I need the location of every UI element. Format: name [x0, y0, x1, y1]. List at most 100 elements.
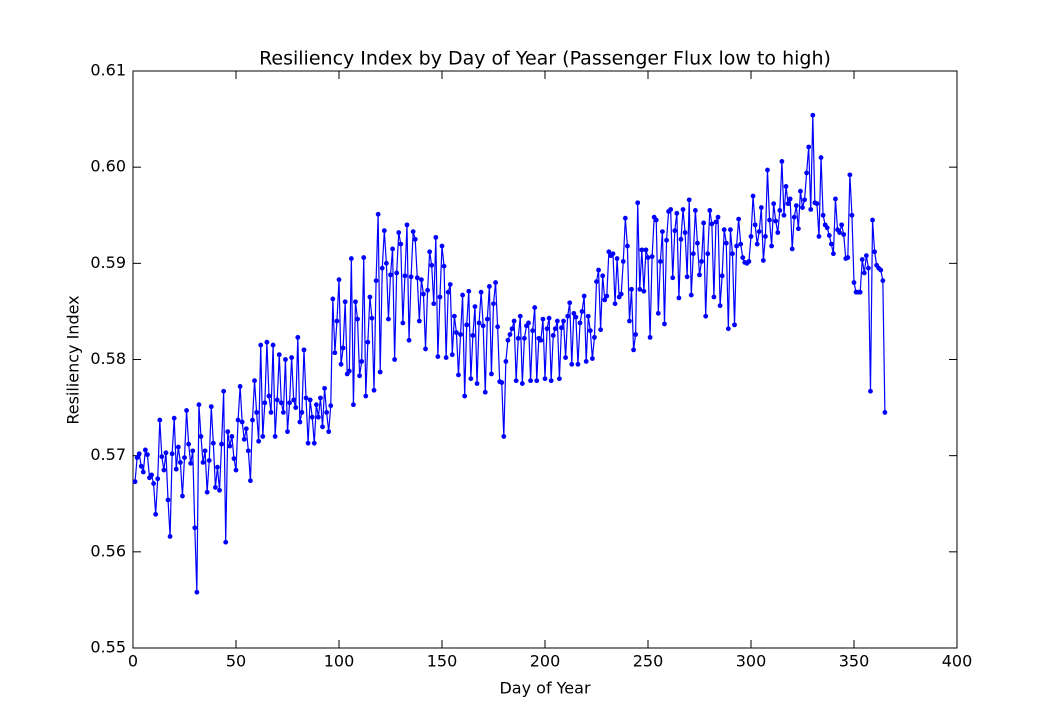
- data-point: [544, 326, 550, 332]
- data-point: [711, 294, 717, 300]
- data-point: [734, 243, 739, 249]
- data-point: [184, 408, 189, 413]
- data-point: [777, 208, 783, 213]
- data-point: [622, 215, 628, 221]
- data-point: [293, 405, 299, 410]
- data-point: [266, 393, 272, 399]
- data-point: [414, 275, 420, 281]
- data-point: [557, 376, 562, 382]
- data-point: [132, 479, 138, 485]
- data-point: [200, 459, 206, 465]
- data-point: [631, 347, 636, 353]
- data-point: [868, 388, 873, 394]
- data-point: [732, 322, 737, 328]
- data-point: [241, 436, 247, 442]
- data-point: [313, 402, 319, 408]
- data-point: [575, 361, 581, 367]
- data-point: [373, 278, 379, 284]
- data-point: [231, 456, 237, 461]
- data-point: [225, 429, 231, 435]
- data-point: [371, 387, 377, 393]
- data-point: [647, 334, 653, 340]
- data-point: [227, 443, 233, 449]
- data-point: [637, 286, 643, 292]
- data-point: [589, 356, 595, 361]
- data-point: [618, 291, 624, 297]
- data-point: [748, 234, 754, 239]
- data-point: [367, 294, 373, 300]
- data-point: [664, 237, 669, 243]
- data-point: [470, 333, 476, 338]
- data-point: [670, 275, 676, 281]
- data-point: [219, 441, 224, 447]
- data-point: [161, 467, 167, 473]
- data-point: [270, 342, 276, 348]
- x-tick-label: 400: [942, 652, 973, 671]
- data-point: [660, 229, 665, 234]
- data-point: [859, 257, 865, 262]
- data-point: [719, 273, 725, 279]
- data-point: [668, 207, 674, 212]
- data-point: [818, 155, 824, 160]
- data-point: [645, 255, 651, 260]
- data-point: [404, 222, 410, 228]
- data-point: [454, 330, 459, 335]
- data-point: [421, 291, 426, 297]
- data-point: [338, 361, 344, 367]
- data-point: [763, 234, 768, 239]
- data-point: [392, 357, 398, 362]
- data-point: [386, 316, 391, 322]
- data-point: [639, 247, 645, 253]
- data-point: [134, 455, 140, 460]
- data-point: [563, 355, 568, 360]
- data-point: [177, 459, 183, 465]
- data-point: [612, 301, 618, 307]
- data-point: [538, 337, 544, 343]
- data-point: [802, 197, 807, 203]
- data-point: [142, 447, 148, 453]
- data-point: [283, 357, 288, 362]
- data-point: [851, 280, 857, 285]
- data-point: [503, 359, 509, 364]
- data-point: [519, 381, 525, 386]
- y-axis-label: Resiliency Index: [64, 295, 83, 424]
- data-point: [495, 324, 501, 330]
- data-point: [789, 246, 795, 252]
- data-point: [697, 272, 702, 278]
- data-point: [581, 293, 587, 299]
- data-point: [276, 352, 282, 358]
- data-point: [215, 464, 220, 470]
- data-point: [400, 320, 406, 326]
- data-point: [820, 212, 826, 218]
- data-point: [736, 216, 742, 222]
- data-point: [248, 478, 253, 484]
- data-point: [206, 458, 212, 463]
- data-point: [468, 376, 474, 382]
- data-point: [682, 230, 688, 235]
- data-point: [684, 274, 690, 280]
- data-point: [484, 316, 490, 322]
- data-point: [690, 251, 696, 257]
- data-point: [573, 314, 579, 320]
- data-point: [810, 112, 816, 118]
- data-point: [229, 434, 235, 439]
- data-point: [295, 334, 301, 340]
- data-point: [155, 476, 161, 482]
- data-point: [328, 403, 334, 409]
- data-point: [334, 318, 340, 324]
- data-point: [754, 241, 760, 247]
- data-point: [699, 259, 704, 264]
- data-point: [235, 417, 241, 423]
- data-point: [198, 434, 204, 439]
- data-point: [740, 255, 746, 260]
- data-point: [427, 249, 433, 255]
- data-point: [756, 229, 762, 234]
- data-point: [530, 328, 536, 334]
- data-point: [480, 323, 486, 329]
- data-point: [565, 313, 571, 319]
- data-point: [351, 402, 356, 408]
- data-point: [587, 328, 593, 334]
- data-point: [182, 455, 187, 460]
- data-point: [451, 313, 457, 319]
- x-axis-label: Day of Year: [499, 679, 590, 698]
